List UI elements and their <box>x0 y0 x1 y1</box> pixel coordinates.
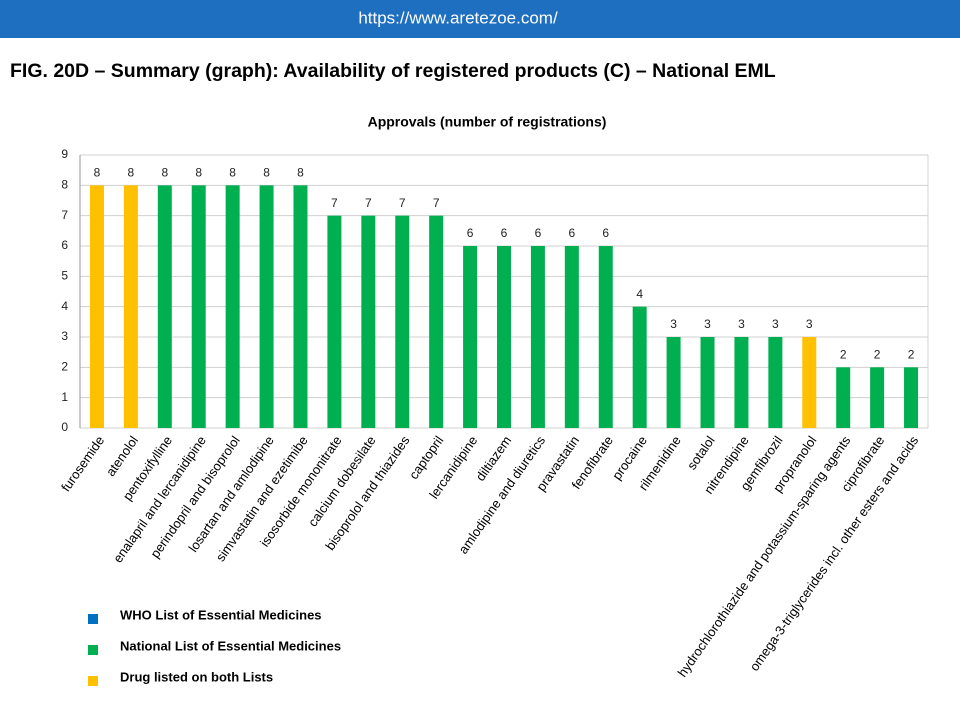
header-bar <box>0 0 960 38</box>
data-label: 7 <box>331 196 338 210</box>
y-tick-label: 9 <box>61 147 68 161</box>
data-label: 3 <box>772 317 779 331</box>
bar <box>904 367 919 428</box>
legend-swatch <box>88 645 98 655</box>
bar <box>429 215 444 428</box>
data-label: 8 <box>229 166 236 180</box>
y-tick-label: 6 <box>61 238 68 252</box>
data-label: 7 <box>433 196 440 210</box>
data-label: 2 <box>840 348 847 362</box>
data-label: 7 <box>365 196 372 210</box>
bar <box>734 337 749 428</box>
page-title: FIG. 20D – Summary (graph): Availability… <box>10 60 776 82</box>
y-tick-label: 5 <box>61 269 68 283</box>
bar <box>802 337 817 428</box>
bar <box>191 185 206 428</box>
data-label: 3 <box>806 317 813 331</box>
data-label: 6 <box>467 226 474 240</box>
bar <box>395 215 410 428</box>
bar <box>768 337 783 428</box>
bar <box>157 185 172 428</box>
legend-label: WHO List of Essential Medicines <box>120 607 322 622</box>
y-tick-label: 0 <box>61 420 68 434</box>
bar <box>598 246 613 428</box>
bar <box>666 337 681 428</box>
data-label: 8 <box>263 166 270 180</box>
bar <box>89 185 104 428</box>
x-tick-label: sotalol <box>684 433 718 472</box>
bar <box>497 246 511 428</box>
bar <box>870 367 885 428</box>
bar <box>700 337 715 428</box>
data-label: 2 <box>908 348 915 362</box>
y-tick-label: 4 <box>61 299 68 313</box>
y-tick-label: 7 <box>61 208 68 222</box>
y-tick-label: 8 <box>61 178 68 192</box>
data-label: 8 <box>297 166 304 180</box>
bar <box>530 246 545 428</box>
data-label: 2 <box>874 348 881 362</box>
header-url[interactable]: https://www.aretezoe.com/ <box>358 8 558 27</box>
y-tick-label: 1 <box>61 390 68 404</box>
data-label: 6 <box>535 226 542 240</box>
bar <box>564 246 579 428</box>
data-label: 6 <box>568 226 575 240</box>
data-label: 8 <box>128 166 135 180</box>
data-label: 6 <box>501 226 508 240</box>
chart-title: Approvals (number of registrations) <box>368 114 607 130</box>
legend-label: National List of Essential Medicines <box>120 638 341 653</box>
data-label: 8 <box>94 166 101 180</box>
x-tick-label: furosemide <box>58 433 107 494</box>
bar <box>225 185 240 428</box>
data-label: 8 <box>161 166 168 180</box>
legend-label: Drug listed on both Lists <box>120 669 273 684</box>
data-label: 3 <box>738 317 745 331</box>
legend-swatch <box>88 614 98 624</box>
y-tick-label: 2 <box>61 360 68 374</box>
bar <box>463 246 478 428</box>
data-label: 3 <box>704 317 711 331</box>
bar <box>836 367 851 428</box>
bar <box>361 215 376 428</box>
data-label: 4 <box>636 287 643 301</box>
data-label: 6 <box>602 226 609 240</box>
data-label: 8 <box>195 166 202 180</box>
legend-swatch <box>88 676 98 686</box>
data-label: 3 <box>670 317 677 331</box>
bar <box>259 185 274 428</box>
bar <box>632 306 647 428</box>
bar <box>123 185 138 428</box>
bar <box>293 185 308 428</box>
bar <box>327 215 342 428</box>
y-tick-label: 3 <box>61 329 68 343</box>
data-label: 7 <box>399 196 406 210</box>
